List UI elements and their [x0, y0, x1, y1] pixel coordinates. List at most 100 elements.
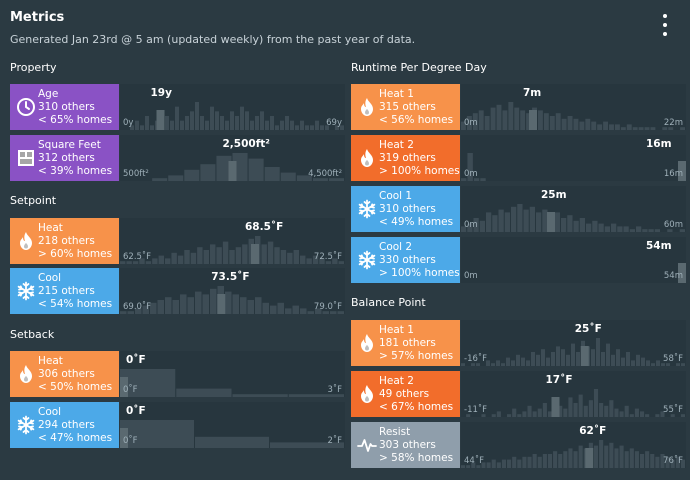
histogram-bar [300, 120, 304, 130]
histogram-bar [260, 111, 264, 130]
histogram-bar [261, 244, 267, 264]
histogram-bar [287, 252, 293, 264]
histogram-bar [230, 111, 234, 130]
metric-pct: > 60% homes [38, 247, 113, 260]
histogram-bar [312, 255, 319, 264]
histogram-bar [567, 215, 573, 232]
histogram-marker [580, 346, 589, 366]
metric-card[interactable]: Heat 306 others < 50% homes [10, 351, 119, 397]
histogram-bar [549, 116, 555, 130]
metric-card[interactable]: Heat 1 181 others > 57% homes [351, 320, 460, 366]
metric-histogram: 44˚F 76˚F 62˚F [461, 422, 686, 468]
metric-card[interactable]: Cool 2 330 others > 100% homes [351, 237, 460, 283]
metric-card[interactable]: Cool 1 310 others < 49% homes [351, 186, 460, 232]
metric-runtime-cool-1: Cool 1 310 others < 49% homes 0m 60m 25m [351, 186, 686, 232]
histogram-bar [180, 120, 184, 130]
histogram-bar [561, 118, 567, 130]
histogram-bar [606, 343, 610, 366]
histogram-bar [543, 113, 549, 130]
histogram-bar [504, 212, 510, 232]
histogram-bar [185, 116, 189, 130]
histogram-bar [170, 120, 174, 130]
histogram-bar [165, 116, 169, 130]
metric-setpoint-heat: Heat 218 others > 60% homes 62.5˚F 72.5˚F 68.… [10, 218, 345, 264]
metric-histogram: 0m 22m 7m [461, 84, 686, 130]
metric-name: Heat 2 [379, 138, 414, 151]
metric-card-text: Heat 1 181 others > 57% homes [379, 324, 453, 363]
histogram-bar [667, 229, 673, 232]
flame-icon [351, 135, 379, 181]
histogram-min-label: 500ft² [123, 169, 149, 179]
histogram-min-label: 0m [464, 220, 478, 230]
snowflake-icon [10, 268, 38, 314]
histogram-bar [626, 352, 630, 366]
metric-name: Cool [38, 405, 62, 418]
metric-card[interactable]: Cool 215 others < 54% homes [10, 268, 119, 314]
histogram-bar [152, 258, 158, 264]
histogram-bar [325, 125, 329, 130]
histogram-bar [611, 223, 617, 232]
histogram-bar [274, 247, 280, 264]
histogram-bar [536, 354, 540, 366]
histogram-bar [614, 448, 619, 468]
snowflake-icon [351, 237, 379, 283]
histogram-bar [512, 456, 517, 468]
histogram-bar [596, 338, 600, 366]
histogram-bar [629, 414, 634, 417]
histogram-bar [547, 454, 553, 468]
histogram-bar [592, 220, 598, 232]
histogram-bar [507, 459, 512, 468]
metric-card[interactable]: Resist 303 others > 58% homes [351, 422, 460, 468]
histogram-bar [645, 451, 650, 468]
metric-runtime-heat-1: Heat 1 315 others < 56% homes 0m 22m 7m [351, 84, 686, 130]
metric-card[interactable]: Heat 2 319 others > 100% homes [351, 135, 460, 181]
section-setback: Setback [10, 328, 55, 341]
histogram-bar [288, 394, 344, 397]
metric-card[interactable]: Square Feet 312 others < 39% homes [10, 135, 119, 181]
histogram-bar [255, 297, 262, 314]
more-options-icon[interactable] [658, 14, 672, 36]
histogram-bar [626, 124, 632, 130]
histogram-bar [604, 226, 610, 232]
histogram-bar [598, 223, 604, 232]
histogram-bar [280, 250, 287, 264]
metric-card[interactable]: Heat 218 others > 60% homes [10, 218, 119, 264]
page-title: Metrics [10, 10, 65, 25]
histogram-bar [563, 451, 568, 468]
histogram-bar [120, 369, 176, 397]
histogram-bar [496, 411, 501, 417]
metric-card[interactable]: Age 310 others < 65% homes [10, 84, 119, 130]
histogram-bar [461, 121, 466, 130]
metric-others: 315 others [379, 100, 436, 113]
histogram-bar [532, 454, 537, 468]
histogram-bar [264, 167, 280, 181]
histogram-bar [655, 414, 660, 417]
histogram-bar [655, 456, 660, 468]
histogram-bar [579, 121, 585, 130]
histogram-bar [486, 462, 491, 468]
histogram-bar [563, 408, 568, 417]
metric-card[interactable]: Heat 1 315 others < 56% homes [351, 84, 460, 130]
histogram-bar [270, 442, 344, 448]
histogram-bar [175, 106, 179, 130]
metric-name: Age [38, 87, 59, 100]
metric-card[interactable]: Cool 294 others < 47% homes [10, 402, 119, 448]
histogram-bar [636, 226, 642, 232]
histogram-bar [322, 311, 329, 314]
histogram-bar [285, 308, 292, 314]
metric-card[interactable]: Heat 2 49 others < 67% homes [351, 371, 460, 417]
histogram-bar [644, 127, 650, 130]
flame-icon [351, 371, 379, 417]
histogram-bar [232, 394, 288, 397]
histogram-value-label: 73.5˚F [211, 271, 250, 283]
histogram-bar [473, 218, 479, 232]
histogram-bar [517, 204, 523, 232]
histogram-bar [135, 120, 139, 130]
histogram-bar [245, 111, 249, 130]
histogram-bar [467, 153, 473, 181]
metric-pct: > 100% homes [379, 164, 460, 177]
histogram-svg [461, 153, 686, 181]
histogram-bar [568, 397, 573, 417]
metric-name: Resist [379, 425, 411, 438]
histogram-bar [603, 121, 609, 130]
